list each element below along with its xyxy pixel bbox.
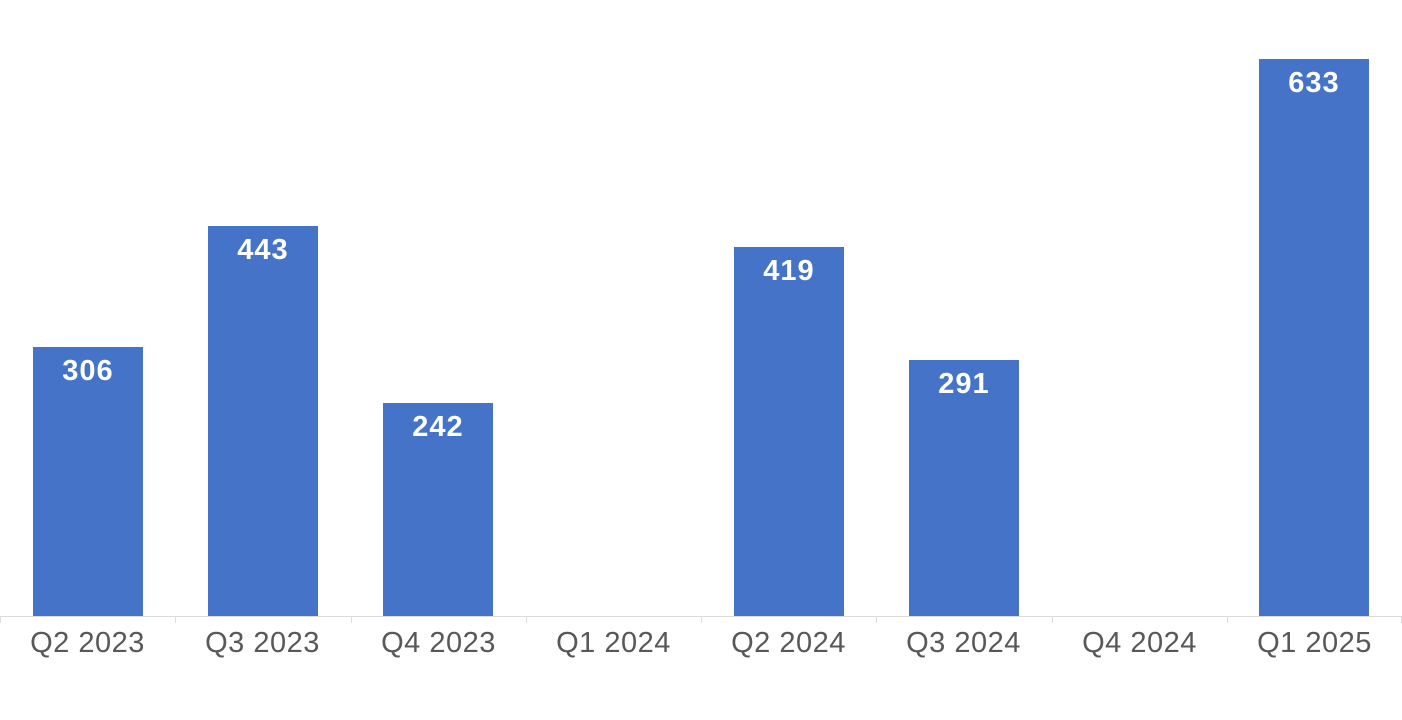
x-axis-label-q1-2025: Q1 2025 bbox=[1257, 627, 1372, 659]
bar-q2-2023[interactable]: 306 bbox=[33, 347, 143, 616]
bar-value-label: 419 bbox=[763, 255, 815, 287]
bar-q4-2023[interactable]: 242 bbox=[383, 403, 493, 616]
axis-tick bbox=[175, 616, 176, 623]
bar-value-label: 306 bbox=[62, 355, 114, 387]
bar-value-label: 443 bbox=[237, 234, 289, 266]
bar-value-label: 633 bbox=[1288, 67, 1340, 99]
axis-tick bbox=[1227, 616, 1228, 623]
bar-q3-2024[interactable]: 291 bbox=[909, 360, 1019, 616]
bar-q2-2024[interactable]: 419 bbox=[734, 247, 844, 616]
axis-tick bbox=[526, 616, 527, 623]
x-axis-label-q2-2023: Q2 2023 bbox=[30, 627, 145, 659]
bar-q1-2025[interactable]: 633 bbox=[1259, 59, 1369, 616]
axis-tick bbox=[0, 616, 1, 623]
axis-tick bbox=[701, 616, 702, 623]
x-axis-label-q4-2024: Q4 2024 bbox=[1082, 627, 1197, 659]
x-axis-label-q2-2024: Q2 2024 bbox=[731, 627, 846, 659]
x-axis-label-q4-2023: Q4 2023 bbox=[381, 627, 496, 659]
bar-value-label: 291 bbox=[938, 368, 990, 400]
x-axis-label-q1-2024: Q1 2024 bbox=[556, 627, 671, 659]
axis-tick bbox=[876, 616, 877, 623]
bar-value-label: 242 bbox=[412, 411, 464, 443]
axis-tick bbox=[1052, 616, 1053, 623]
bar-q3-2023[interactable]: 443 bbox=[208, 226, 318, 616]
axis-tick bbox=[351, 616, 352, 623]
x-axis-label-q3-2023: Q3 2023 bbox=[205, 627, 320, 659]
x-axis-label-q3-2024: Q3 2024 bbox=[906, 627, 1021, 659]
